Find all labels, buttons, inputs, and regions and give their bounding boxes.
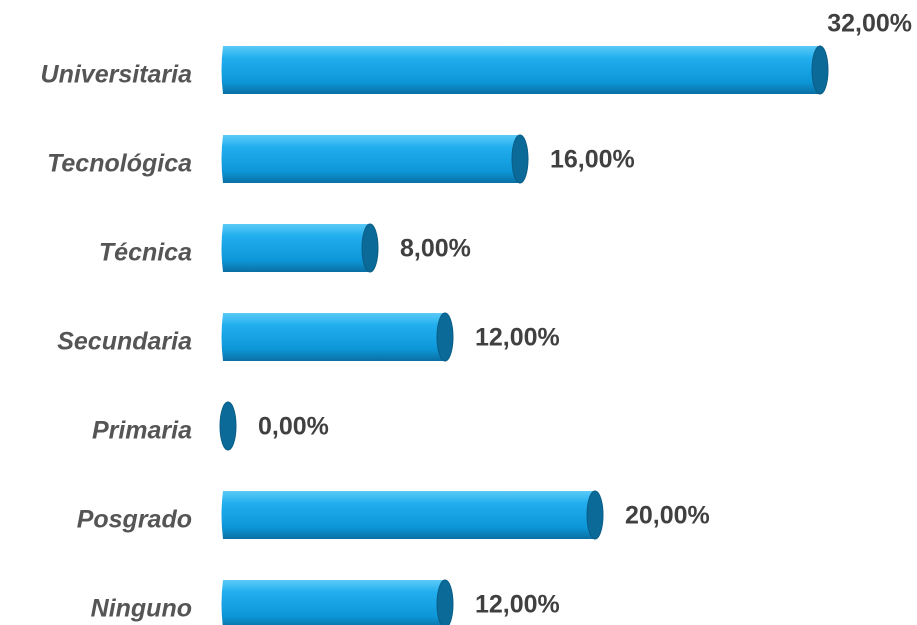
category-label: Posgrado <box>77 506 192 534</box>
bar <box>221 223 379 273</box>
bar <box>221 312 454 362</box>
bar-cap <box>811 45 829 95</box>
category-label: Secundaria <box>57 328 192 356</box>
category-label: Primaria <box>92 417 192 445</box>
bar <box>221 45 829 95</box>
value-label: 32,00% <box>827 10 912 38</box>
bar-cap <box>436 312 454 362</box>
value-label: 20,00% <box>625 502 710 530</box>
value-label: 12,00% <box>475 324 560 352</box>
bar <box>221 490 604 540</box>
bar-cap <box>436 579 454 625</box>
bar-body <box>221 313 445 361</box>
bar-body <box>221 46 820 94</box>
bar <box>221 579 454 625</box>
value-label: 8,00% <box>400 235 471 263</box>
category-label: Universitaria <box>41 61 193 89</box>
category-label: Técnica <box>99 239 192 267</box>
value-label: 12,00% <box>475 591 560 619</box>
bar-cap <box>586 490 604 540</box>
bar-body <box>221 491 595 539</box>
bar-body <box>221 224 370 272</box>
bar-cap <box>361 223 379 273</box>
category-label: Ninguno <box>91 595 192 623</box>
bar-body <box>221 135 520 183</box>
bar-cap <box>511 134 529 184</box>
bar <box>221 134 529 184</box>
bar <box>219 401 237 451</box>
value-label: 16,00% <box>550 146 635 174</box>
bar-cap <box>219 401 237 451</box>
bar-body <box>221 580 445 625</box>
value-label: 0,00% <box>258 413 329 441</box>
category-label: Tecnológica <box>47 150 192 178</box>
